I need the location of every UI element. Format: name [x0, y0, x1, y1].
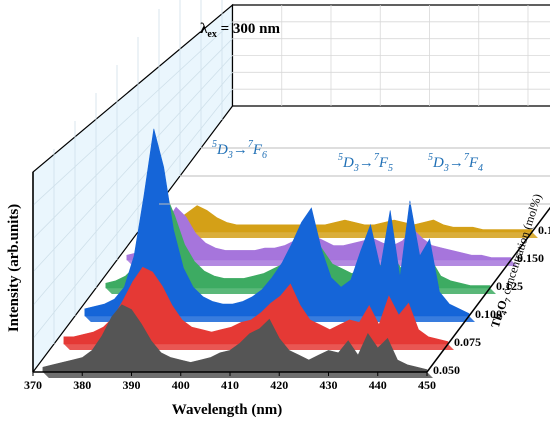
x-tick-label: 380 — [73, 378, 91, 392]
z-tick-label: 0.075 — [454, 335, 481, 349]
z-tick-label: 0.125 — [496, 279, 523, 293]
z-tick-label: 0.150 — [517, 251, 544, 265]
series-0.175 — [147, 205, 538, 238]
series-area — [42, 304, 428, 373]
series-ribbon — [42, 372, 433, 378]
x-tick-labels: 370 380 390 400 410 420 430 440 450 — [24, 372, 436, 392]
z-tick-label: 0.050 — [433, 363, 460, 377]
x-tick-label: 440 — [369, 378, 387, 392]
z-tick-label: 0.100 — [475, 307, 502, 321]
series-area — [147, 205, 533, 233]
y-axis-label: Intensity (arb.units) — [6, 204, 22, 332]
x-tick-label: 370 — [24, 378, 42, 392]
x-tick-label: 450 — [418, 378, 436, 392]
grid-line — [32, 21, 233, 206]
transition-label-f5: 5D3→7F5 — [338, 152, 393, 174]
series-0.050 — [42, 304, 433, 378]
transition-annotations: 5D3→7F6 5D3→7F5 5D3→7F4 — [212, 139, 483, 174]
x-tick-label: 430 — [320, 378, 338, 392]
x-axis-label: Wavelength (nm) — [172, 402, 282, 418]
z-axis-line — [426, 206, 550, 373]
spectra-layers — [42, 128, 550, 378]
z-tick-labels: 0.0500.0750.1000.1250.1500.1750.2000.225… — [433, 223, 550, 377]
grid-walls — [32, 0, 550, 374]
series-area — [84, 128, 470, 317]
excitation-label: λex = 300 nm — [200, 21, 280, 40]
x-tick-label: 400 — [172, 378, 190, 392]
transition-label-f4: 5D3→7F4 — [428, 152, 483, 174]
grid-line — [32, 55, 233, 273]
x-tick-label: 410 — [221, 378, 239, 392]
grid-line — [32, 38, 233, 239]
series-area — [63, 266, 449, 345]
x-tick-label: 390 — [123, 378, 141, 392]
transition-label-f6: 5D3→7F6 — [212, 139, 267, 161]
grid-line — [32, 88, 233, 339]
grid-line — [32, 72, 233, 306]
series-ribbon — [147, 232, 538, 238]
x-tick-label: 420 — [270, 378, 288, 392]
z-tick-label: 0.175 — [538, 223, 550, 237]
